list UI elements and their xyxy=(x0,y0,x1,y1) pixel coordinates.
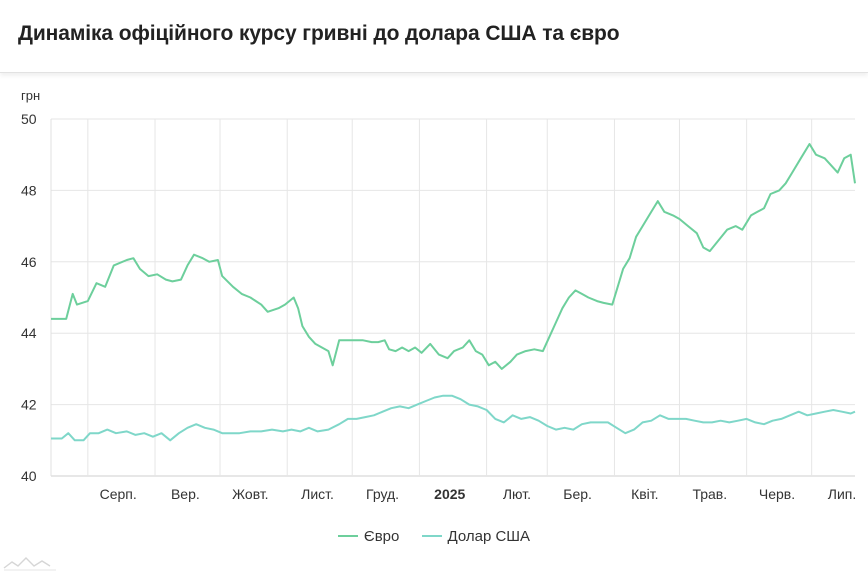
x-tick-label: 2025 xyxy=(434,486,465,502)
y-tick-label: 50 xyxy=(21,111,37,127)
y-tick-label: 46 xyxy=(21,254,37,270)
x-tick-label: Лист. xyxy=(301,486,334,502)
y-tick-label: 42 xyxy=(21,397,37,413)
x-tick-label: Вер. xyxy=(171,486,200,502)
chart-title: Динаміка офіційного курсу гривні до дола… xyxy=(18,22,620,45)
chart-header: Динаміка офіційного курсу гривні до дола… xyxy=(0,0,868,73)
chart-legend: Євро Долар США xyxy=(0,524,868,545)
x-tick-label: Груд. xyxy=(366,486,399,502)
legend-label-usd: Долар США xyxy=(447,527,531,545)
legend-label-euro: Євро xyxy=(363,527,400,545)
series-line-euro xyxy=(51,143,856,370)
series-line-usd xyxy=(51,394,856,442)
legend-swatch-euro xyxy=(337,535,358,537)
y-tick-label: 44 xyxy=(21,325,37,341)
x-tick-label: Жовт. xyxy=(232,486,268,502)
legend-swatch-usd xyxy=(421,535,442,537)
logo-icon xyxy=(3,557,56,571)
x-tick-label: Серп. xyxy=(100,486,137,502)
x-tick-label: Лип. xyxy=(828,486,856,502)
y-axis-label: грн xyxy=(21,88,40,103)
y-tick-label: 40 xyxy=(21,468,37,484)
x-tick-label: Квіт. xyxy=(631,486,658,502)
legend-item-usd[interactable]: Долар США xyxy=(421,527,531,545)
x-tick-label: Бер. xyxy=(563,486,592,502)
x-tick-label: Лют. xyxy=(503,486,531,502)
legend-item-euro[interactable]: Євро xyxy=(337,527,400,545)
x-tick-label: Черв. xyxy=(759,486,795,502)
line-chart: 40 42 44 46 48 50 грн Серп. Вер. Жовт. Лист. Груд. 2… xyxy=(21,88,856,502)
y-tick-label: 48 xyxy=(21,182,37,198)
x-tick-label: Трав. xyxy=(692,486,727,502)
